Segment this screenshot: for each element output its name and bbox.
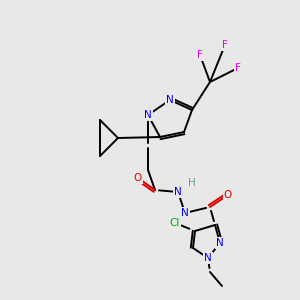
Text: F: F [235, 63, 241, 73]
Text: H: H [188, 178, 196, 188]
Text: N: N [181, 208, 189, 218]
Text: N: N [204, 253, 212, 263]
Text: N: N [144, 110, 152, 120]
Text: N: N [216, 238, 224, 248]
Text: O: O [134, 173, 142, 183]
Text: Cl: Cl [170, 218, 180, 228]
Text: N: N [166, 95, 174, 105]
Text: F: F [197, 50, 203, 60]
Text: N: N [174, 187, 182, 197]
Text: F: F [222, 40, 228, 50]
Text: O: O [224, 190, 232, 200]
Text: H: H [168, 217, 176, 227]
